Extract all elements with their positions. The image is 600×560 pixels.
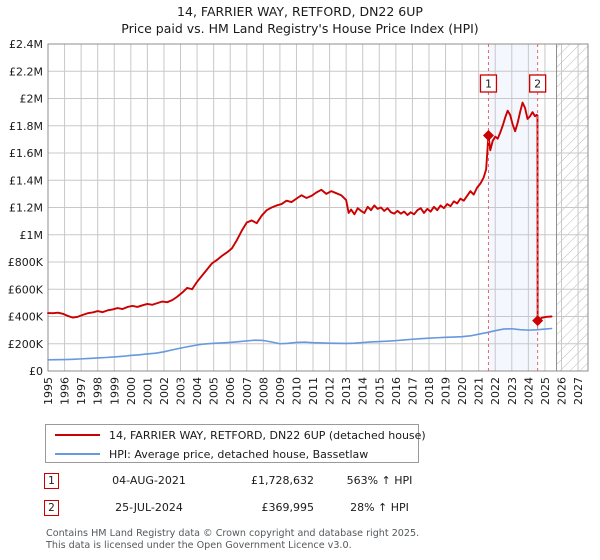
table-row[interactable]: 2 25-JUL-2024 £369,995 28% ↑ HPI bbox=[44, 497, 444, 524]
price-history-chart: £0 £200K £400K £600K £800K £1M £1.2M £1.4M £1.6M… bbox=[8, 38, 589, 405]
svg-text:2020: 2020 bbox=[456, 377, 469, 405]
svg-text:£2.2M: £2.2M bbox=[9, 65, 43, 78]
transaction-date-2: 25-JUL-2024 bbox=[115, 501, 183, 514]
svg-text:2017: 2017 bbox=[406, 377, 419, 405]
svg-text:2006: 2006 bbox=[224, 377, 237, 405]
transaction-hpi-delta-2: 28% ↑ HPI bbox=[350, 501, 409, 514]
svg-text:2014: 2014 bbox=[357, 377, 370, 405]
svg-text:£1.4M: £1.4M bbox=[9, 174, 43, 187]
svg-text:£2M: £2M bbox=[20, 93, 44, 106]
legend-label-hpi: HPI: Average price, detached house, Bass… bbox=[109, 447, 369, 461]
svg-text:£600K: £600K bbox=[8, 283, 44, 296]
svg-text:2010: 2010 bbox=[290, 377, 303, 405]
svg-text:2019: 2019 bbox=[440, 377, 453, 405]
svg-text:1: 1 bbox=[485, 78, 492, 91]
svg-text:£2.4M: £2.4M bbox=[9, 38, 43, 51]
legend-swatch-property bbox=[55, 434, 100, 436]
legend-label-property: 14, FARRIER WAY, RETFORD, DN22 6UP (deta… bbox=[109, 428, 426, 442]
svg-text:2004: 2004 bbox=[191, 377, 204, 405]
svg-text:2016: 2016 bbox=[390, 377, 403, 405]
svg-text:2026: 2026 bbox=[555, 377, 568, 405]
svg-text:£1.6M: £1.6M bbox=[9, 147, 43, 160]
svg-text:1995: 1995 bbox=[42, 377, 55, 405]
transaction-badge-2: 2 bbox=[44, 500, 59, 516]
svg-text:2: 2 bbox=[534, 78, 541, 91]
svg-text:2013: 2013 bbox=[340, 377, 353, 405]
legend-swatch-hpi bbox=[55, 453, 100, 455]
svg-text:2024: 2024 bbox=[522, 377, 535, 405]
transaction-price-2: £369,995 bbox=[261, 501, 315, 514]
svg-text:2018: 2018 bbox=[423, 377, 436, 405]
svg-text:1999: 1999 bbox=[108, 377, 121, 405]
svg-text:2021: 2021 bbox=[473, 377, 486, 405]
chart-title: 14, FARRIER WAY, RETFORD, DN22 6UP bbox=[177, 4, 423, 19]
transaction-hpi-delta-1: 563% ↑ HPI bbox=[346, 474, 413, 487]
page-title: 14, FARRIER WAY, RETFORD, DN22 6UP Price… bbox=[0, 3, 600, 37]
svg-text:2003: 2003 bbox=[175, 377, 188, 405]
legend-item-hpi: HPI: Average price, detached house, Bass… bbox=[46, 445, 418, 463]
svg-text:£400K: £400K bbox=[8, 311, 44, 324]
svg-text:2007: 2007 bbox=[241, 377, 254, 405]
transactions-table: 1 04-AUG-2021 £1,728,632 563% ↑ HPI 2 25… bbox=[44, 470, 444, 524]
svg-text:2027: 2027 bbox=[572, 377, 585, 405]
legend-item-property: 14, FARRIER WAY, RETFORD, DN22 6UP (deta… bbox=[46, 426, 426, 444]
svg-text:£1M: £1M bbox=[20, 229, 44, 242]
footer-line-2: This data is licensed under the Open Gov… bbox=[46, 539, 352, 551]
svg-text:1997: 1997 bbox=[75, 377, 88, 405]
svg-text:2008: 2008 bbox=[257, 377, 270, 405]
transaction-date-1: 04-AUG-2021 bbox=[112, 474, 186, 487]
svg-text:2005: 2005 bbox=[208, 377, 221, 405]
svg-text:2012: 2012 bbox=[324, 377, 337, 405]
chart-legend: 14, FARRIER WAY, RETFORD, DN22 6UP (deta… bbox=[45, 424, 426, 463]
svg-text:2011: 2011 bbox=[307, 377, 320, 405]
footer-line-1: Contains HM Land Registry data © Crown c… bbox=[46, 528, 420, 539]
table-row[interactable]: 1 04-AUG-2021 £1,728,632 563% ↑ HPI bbox=[44, 470, 444, 497]
svg-text:1996: 1996 bbox=[59, 377, 72, 405]
svg-text:2001: 2001 bbox=[141, 377, 154, 405]
svg-text:2022: 2022 bbox=[489, 377, 502, 405]
transaction-price-1: £1,728,632 bbox=[251, 474, 314, 487]
svg-text:2015: 2015 bbox=[373, 377, 386, 405]
svg-text:£1.8M: £1.8M bbox=[9, 120, 43, 133]
svg-text:£0: £0 bbox=[29, 365, 43, 378]
svg-text:£200K: £200K bbox=[8, 338, 44, 351]
transaction-badge-1: 1 bbox=[44, 473, 59, 489]
copyright-footer: Contains HM Land Registry data © Crown c… bbox=[46, 528, 586, 551]
svg-text:£800K: £800K bbox=[8, 256, 44, 269]
svg-text:2002: 2002 bbox=[158, 377, 171, 405]
svg-text:2009: 2009 bbox=[274, 377, 287, 405]
svg-text:£1.2M: £1.2M bbox=[9, 202, 43, 215]
chart-subtitle: Price paid vs. HM Land Registry's House … bbox=[121, 21, 479, 36]
svg-text:1998: 1998 bbox=[92, 377, 105, 405]
svg-text:2025: 2025 bbox=[539, 377, 552, 405]
svg-text:2000: 2000 bbox=[125, 377, 138, 405]
svg-text:2023: 2023 bbox=[506, 377, 519, 405]
